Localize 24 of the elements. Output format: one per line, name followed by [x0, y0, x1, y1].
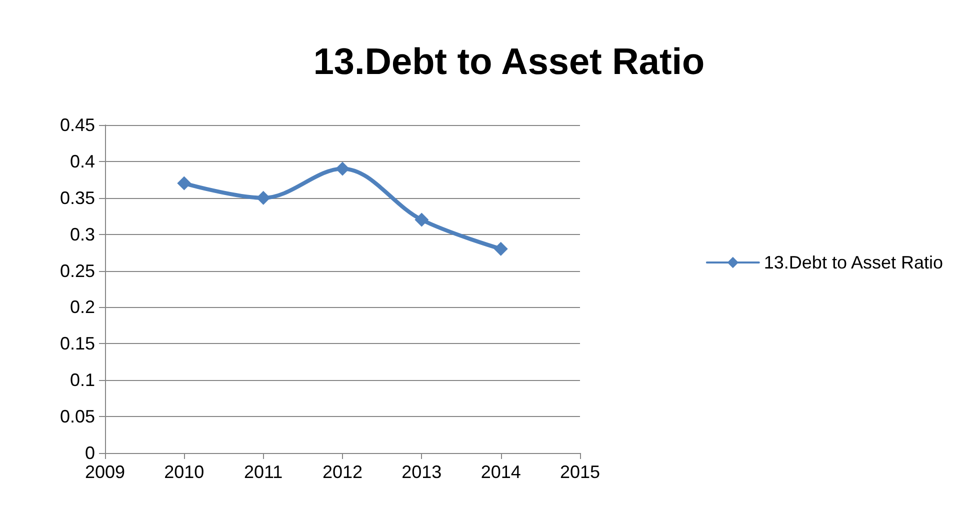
y-tick-label: 0	[84, 443, 95, 463]
y-tick-label: 0.05	[60, 406, 95, 427]
y-tick-label: 0.3	[70, 224, 95, 244]
y-tick-label: 0.15	[60, 334, 95, 354]
y-tick-label: 0.1	[70, 370, 95, 390]
x-tick-label: 2013	[402, 462, 442, 482]
legend-label: 13.Debt to Asset Ratio	[764, 252, 944, 272]
x-tick-label: 2011	[244, 462, 283, 482]
x-tick-label: 2014	[480, 462, 521, 482]
y-tick-label: 0.35	[60, 188, 95, 208]
x-tick-label: 2009	[84, 462, 126, 482]
y-tick-label: 0.4	[70, 151, 95, 172]
point	[336, 162, 350, 176]
point	[494, 242, 508, 256]
x-tick-label: 2012	[322, 462, 363, 482]
chart-title: 13.Debt to Asset Ratio	[313, 41, 705, 82]
x-tick-label: 2015	[560, 462, 600, 482]
y-tick-label: 0.2	[70, 297, 95, 318]
y-tick-label: 0.45	[60, 115, 95, 135]
point	[177, 176, 192, 190]
point	[256, 190, 270, 205]
point	[414, 212, 429, 227]
x-tick-label: 2010	[164, 462, 204, 482]
y-tick-label: 0.25	[60, 260, 95, 281]
